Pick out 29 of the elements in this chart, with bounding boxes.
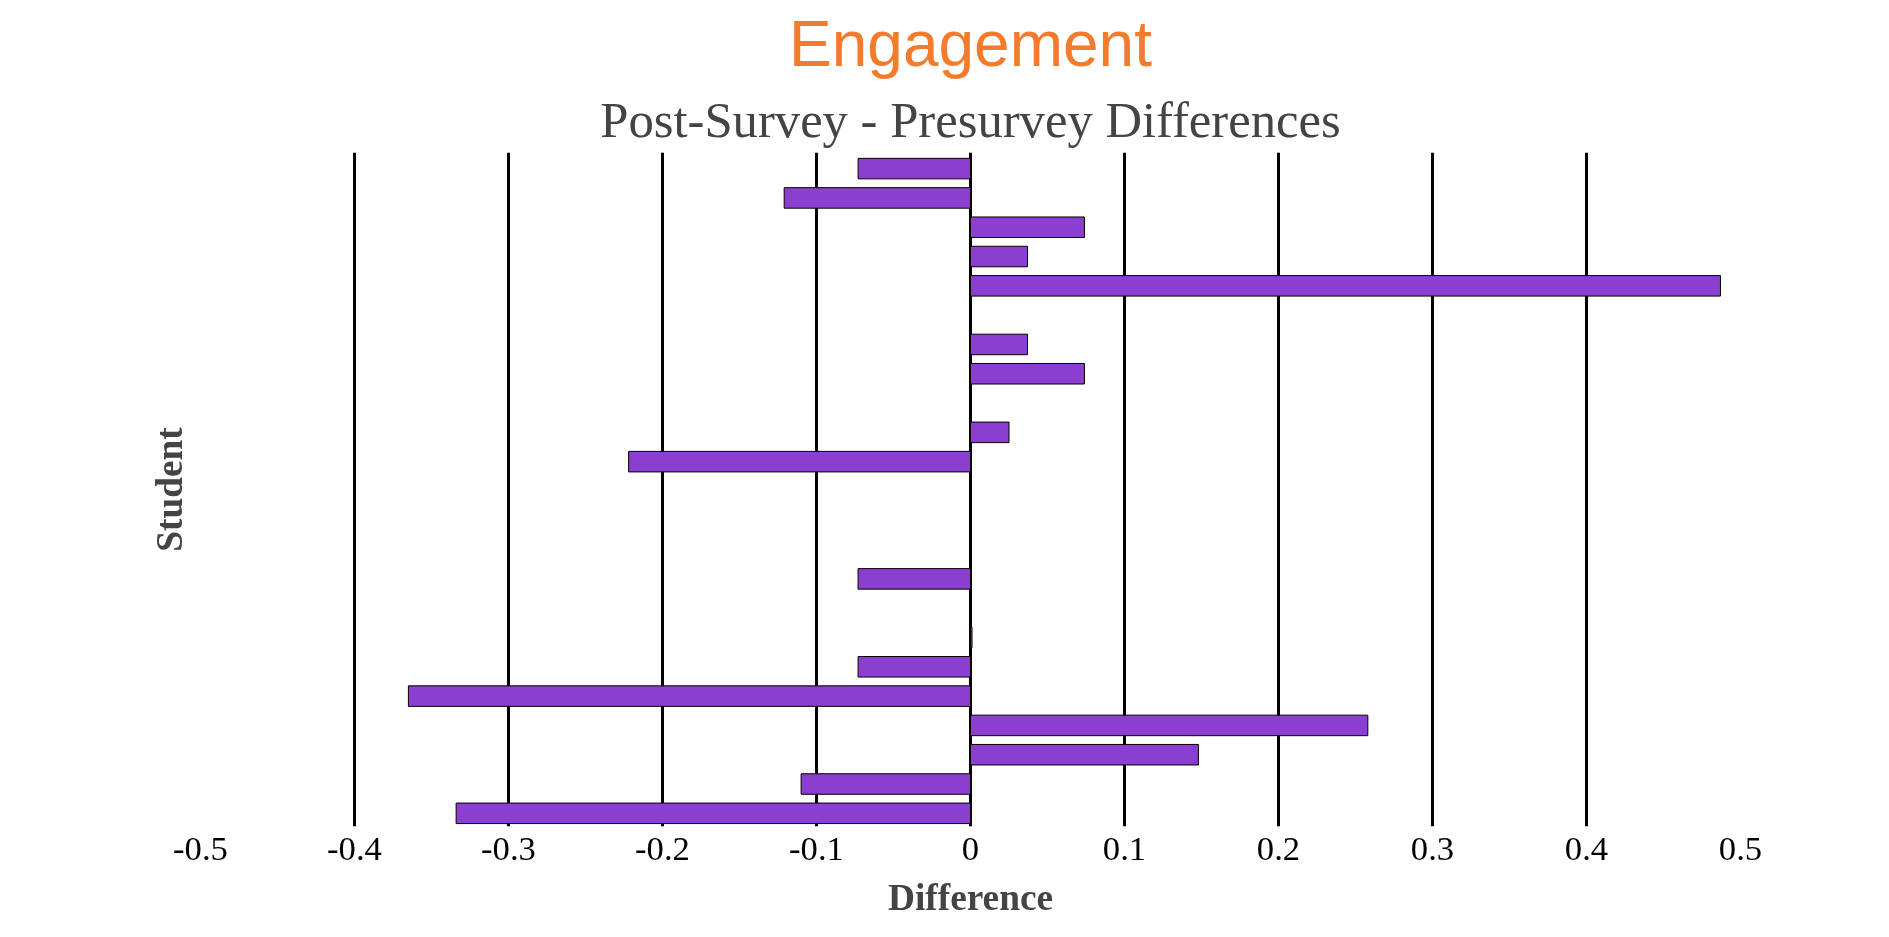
x-tick-label: -0.4: [327, 828, 382, 867]
bar: [970, 714, 1369, 737]
chart-title: Engagement: [789, 7, 1153, 80]
bar: [783, 187, 971, 209]
y-axis-title: Student: [148, 426, 190, 552]
chart-subtitle: Post-Survey - Presurvey Differences: [600, 91, 1341, 148]
bar: [628, 450, 971, 473]
x-tick-label: 0.5: [1718, 828, 1763, 867]
bar: [970, 333, 1028, 356]
bar: [970, 421, 1010, 444]
x-tick-label: -0.2: [635, 828, 690, 867]
x-tick-label: 0.3: [1410, 828, 1455, 867]
x-tick-label: -0.1: [789, 828, 844, 867]
bar: [970, 743, 1199, 766]
bar: [970, 216, 1085, 238]
x-axis-title: Difference: [887, 876, 1054, 918]
bar: [970, 362, 1085, 385]
x-tick-label: -0.3: [481, 828, 536, 867]
x-tick-label: 0.2: [1256, 828, 1301, 867]
x-tick-label: -0.5: [173, 828, 228, 867]
bar: [970, 245, 1028, 268]
bar: [857, 157, 971, 180]
bar: [800, 773, 971, 795]
bar: [857, 568, 971, 590]
bar: [407, 685, 971, 707]
bar: [857, 656, 971, 678]
x-tick-label: 0.1: [1102, 828, 1147, 867]
x-tick-label: 0.4: [1564, 828, 1609, 867]
x-tick-label: 0: [961, 828, 980, 867]
